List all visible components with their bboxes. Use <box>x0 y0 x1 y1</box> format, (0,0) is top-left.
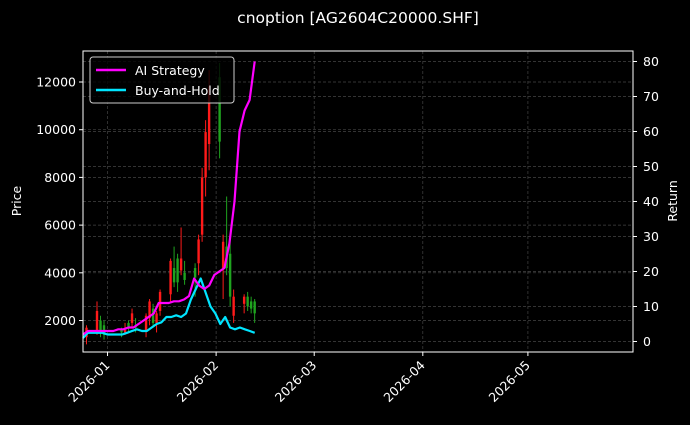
left-y-axis-label: Price <box>9 185 24 216</box>
candle <box>242 294 246 314</box>
candle <box>95 301 99 335</box>
right-y-tick-label: 0 <box>643 334 651 349</box>
legend-box <box>89 56 235 104</box>
candle <box>155 310 158 333</box>
right-y-tick-label: 50 <box>643 159 659 174</box>
right-y-tick-label: 70 <box>643 89 659 104</box>
candle <box>246 291 249 311</box>
candle <box>169 258 172 302</box>
x-axis: 2026-01 2026-02 2026-03 2026-04 2026-05 <box>65 352 533 405</box>
candle <box>200 167 204 242</box>
x-tick-label: 2026-02 <box>174 358 222 406</box>
candle <box>253 299 256 323</box>
candle <box>183 260 186 285</box>
left-y-axis: 2000 4000 6000 8000 10000 12000 <box>36 75 83 328</box>
x-tick-label: 2026-03 <box>272 358 320 406</box>
right-y-tick-label: 40 <box>643 194 659 209</box>
x-tick-label: 2026-01 <box>65 358 113 406</box>
candle <box>204 120 207 197</box>
candle <box>176 253 179 292</box>
right-y-tick-label: 10 <box>643 299 659 314</box>
candle <box>172 246 176 288</box>
ai-strategy-line <box>82 61 256 336</box>
left-y-tick-label: 4000 <box>44 265 76 280</box>
left-y-tick-label: 12000 <box>36 75 76 90</box>
candle <box>151 303 155 328</box>
x-tick-label: 2026-04 <box>380 357 428 405</box>
left-y-tick-label: 8000 <box>44 170 76 185</box>
left-y-tick-label: 6000 <box>44 218 76 233</box>
candle <box>144 313 148 338</box>
candle <box>221 234 225 300</box>
candle <box>249 296 253 314</box>
right-y-axis: 0 10 20 30 40 50 60 70 80 <box>633 54 659 349</box>
legend-label-buy-and-hold: Buy-and-Hold <box>135 83 220 98</box>
buy-and-hold-line <box>82 277 256 339</box>
legend: AI Strategy Buy-and-Hold <box>89 56 235 104</box>
candle <box>197 234 200 276</box>
candle <box>228 237 232 307</box>
right-y-tick-label: 20 <box>643 264 659 279</box>
candle <box>99 315 102 338</box>
candle <box>179 227 183 276</box>
x-tick-label: 2026-05 <box>485 358 533 406</box>
right-y-axis-label: Return <box>665 180 680 221</box>
right-y-tick-label: 30 <box>643 229 659 244</box>
candle <box>130 308 134 328</box>
legend-label-ai-strategy: AI Strategy <box>135 63 205 78</box>
right-y-tick-label: 80 <box>643 54 659 69</box>
line-series <box>82 61 256 339</box>
candle <box>148 299 151 326</box>
right-y-tick-label: 60 <box>643 124 659 139</box>
left-y-tick-label: 2000 <box>44 313 76 328</box>
chart-title: cnoption [AG2604C20000.SHF] <box>237 9 479 27</box>
left-y-tick-label: 10000 <box>36 122 76 137</box>
candle <box>232 289 235 323</box>
